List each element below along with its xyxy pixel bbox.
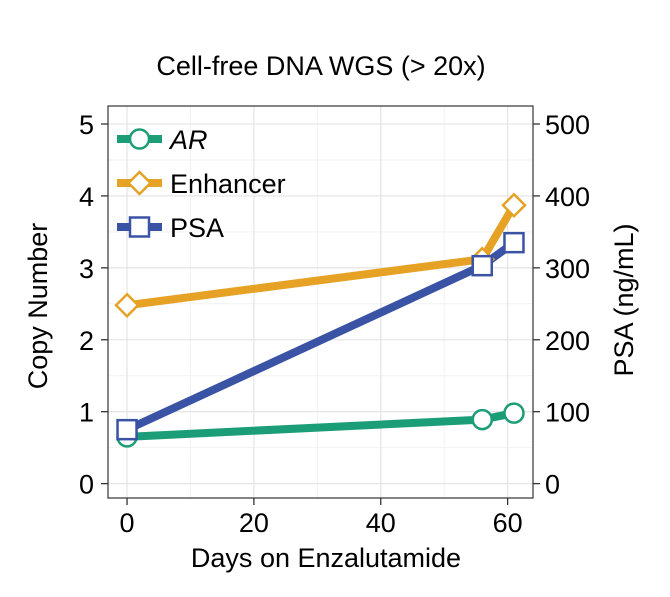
series-line-ar xyxy=(123,409,518,441)
plot-frame xyxy=(107,105,534,499)
legend-marker-enhancer xyxy=(126,170,153,196)
x-tick-label: 40 xyxy=(366,508,396,538)
y2-tick-label: 300 xyxy=(545,254,590,284)
x-axis: 0 20 40 60 xyxy=(120,498,523,538)
legend: AR Enhancer PSA xyxy=(117,125,286,243)
x-tick-label: 0 xyxy=(120,508,135,538)
data-point-psa xyxy=(503,231,525,254)
y-tick-label: 3 xyxy=(79,254,94,284)
y-tick-label: 1 xyxy=(79,398,94,428)
legend-label-enhancer: Enhancer xyxy=(170,169,286,199)
y2-tick-label: 0 xyxy=(545,470,560,500)
data-point-psa xyxy=(116,418,138,441)
data-point-enhancer xyxy=(501,192,527,219)
x-tick-label: 20 xyxy=(239,508,269,538)
y-tick-label: 4 xyxy=(79,182,94,212)
series-line-psa xyxy=(123,238,518,434)
legend-marker-ar xyxy=(128,128,151,150)
chart-title: Cell-free DNA WGS (> 20x) xyxy=(156,51,485,81)
data-point-psa xyxy=(471,254,494,277)
x-tick-label: 60 xyxy=(493,508,523,538)
legend-marker-psa xyxy=(128,216,151,238)
series-markers xyxy=(114,192,527,448)
data-point-enhancer xyxy=(114,292,140,319)
y2-tick-label: 100 xyxy=(545,398,590,428)
legend-label-ar: AR xyxy=(168,125,208,155)
y-axis-right-label: PSA (ng/mL) xyxy=(609,223,639,376)
y2-tick-label: 200 xyxy=(545,326,590,356)
legend-label-psa: PSA xyxy=(170,213,224,243)
x-axis-label: Days on Enzalutamide xyxy=(191,543,461,573)
y-axis-left-label: Copy Number xyxy=(23,223,53,390)
data-point-ar xyxy=(471,408,494,431)
y-axis-right: 0 100 200 300 400 500 xyxy=(533,110,590,500)
grid xyxy=(108,106,533,498)
y2-tick-label: 500 xyxy=(545,110,590,140)
y-axis-left: 0 1 2 3 4 5 xyxy=(79,110,108,500)
y2-tick-label: 400 xyxy=(545,182,590,212)
y-tick-label: 0 xyxy=(79,470,94,500)
y-tick-label: 2 xyxy=(79,326,94,356)
y-tick-label: 5 xyxy=(79,110,94,140)
data-point-ar xyxy=(503,402,525,424)
